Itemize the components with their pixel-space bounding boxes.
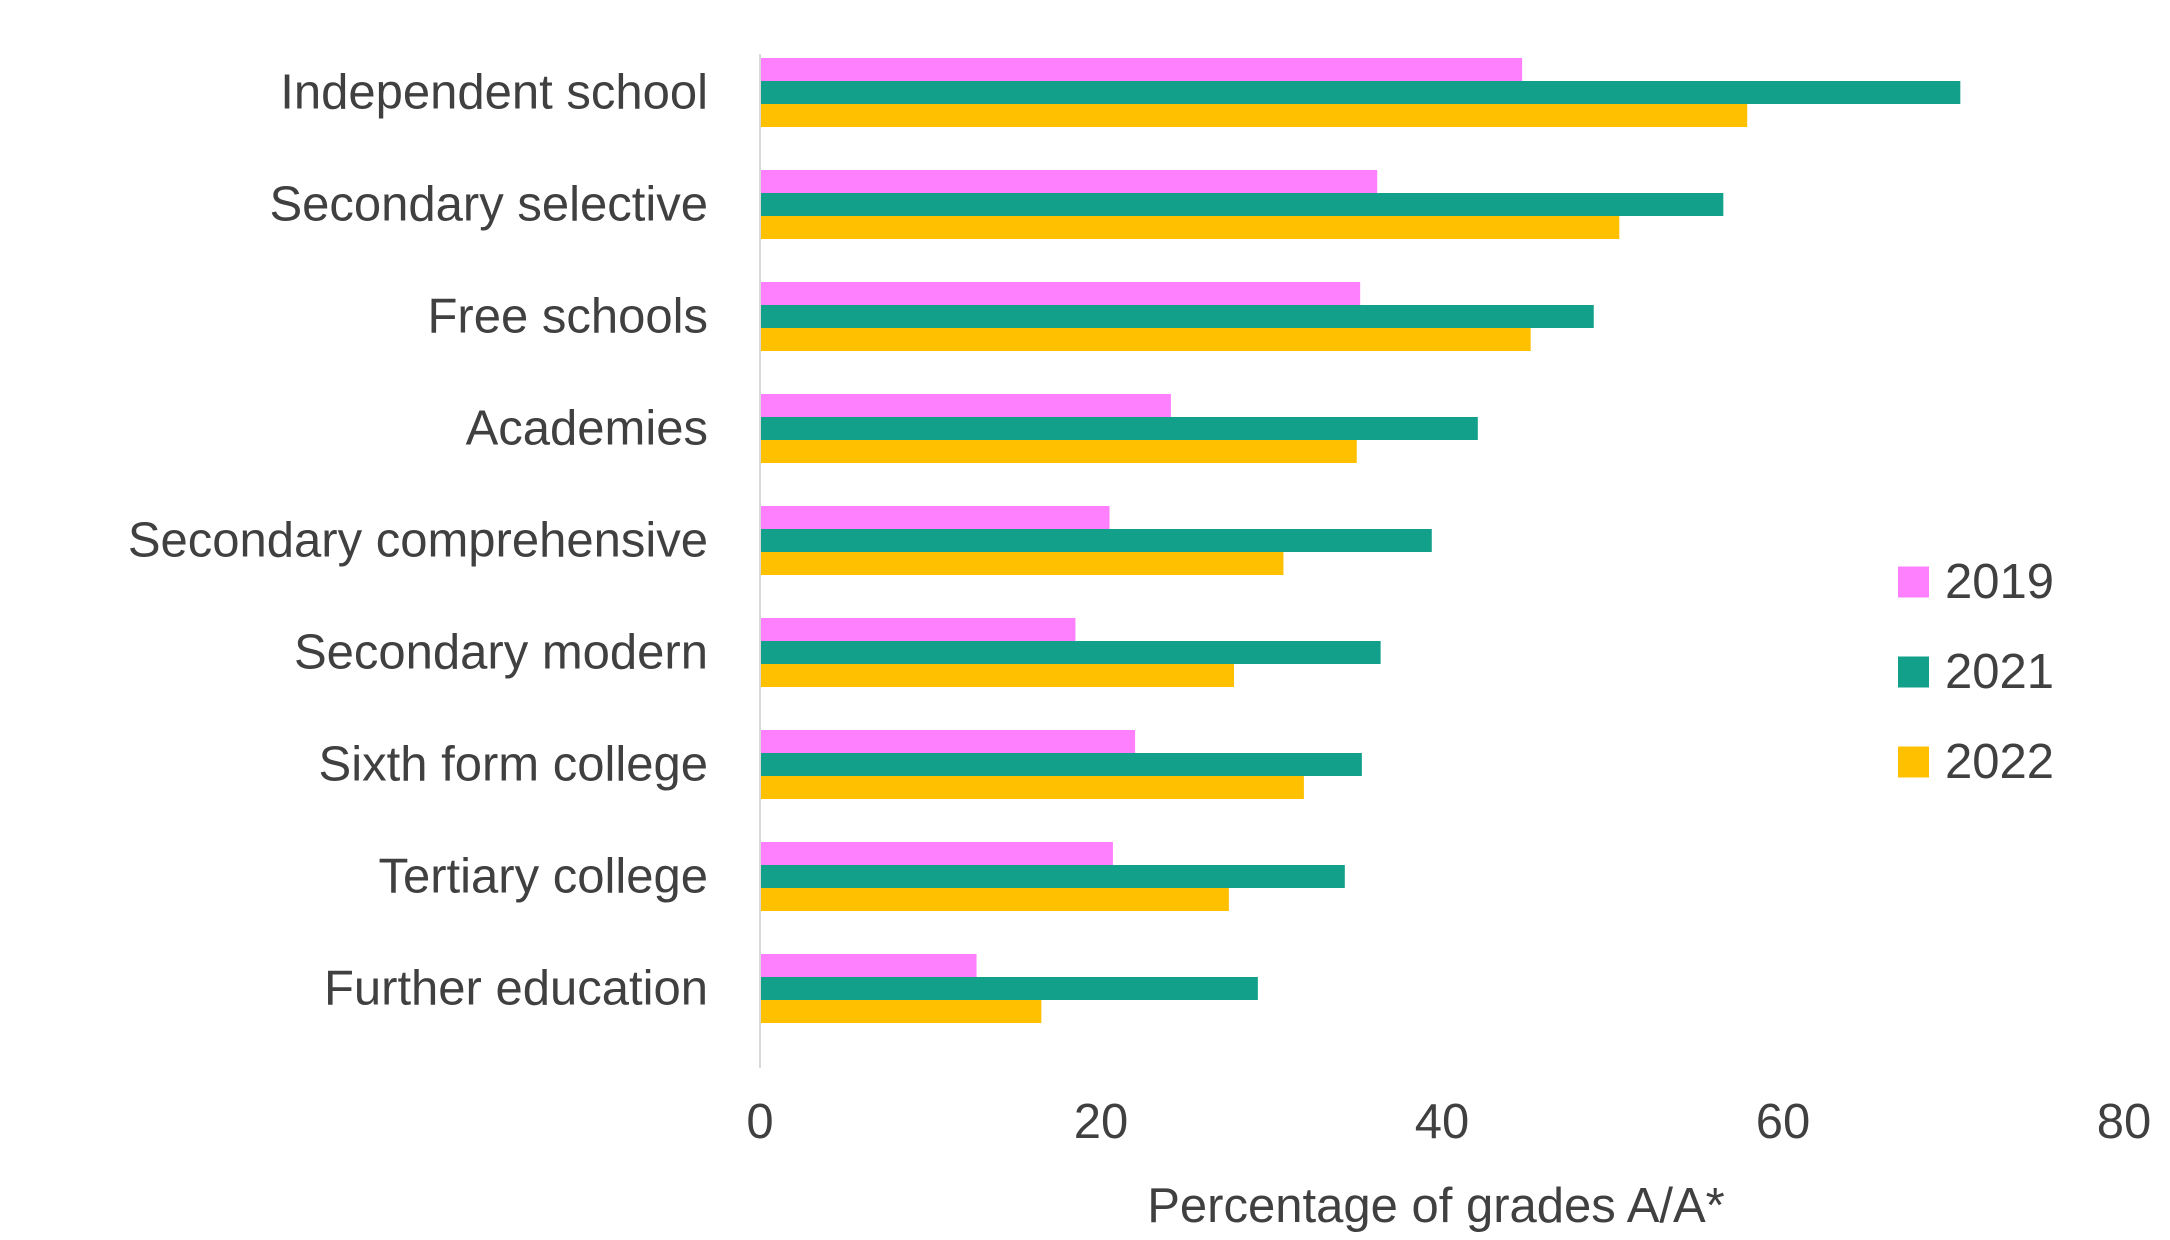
bar-2021: [760, 81, 1961, 104]
bar-2022: [760, 1000, 1042, 1023]
legend-label: 2021: [1945, 645, 2054, 699]
x-tick-label: 0: [746, 1095, 773, 1149]
bar-2021: [760, 305, 1594, 328]
category-label: Free schools: [427, 290, 708, 344]
bars-layer: [760, 58, 1961, 1023]
x-tick-label: 60: [1756, 1095, 1811, 1149]
bar-2021: [760, 641, 1381, 664]
bar-2021: [760, 529, 1432, 552]
bar-2019: [760, 58, 1523, 81]
x-axis-title: Percentage of grades A/A*: [1147, 1179, 1725, 1233]
category-label: Tertiary college: [378, 850, 708, 904]
bar-2021: [760, 865, 1345, 888]
legend: 2019 2021 2022: [1898, 555, 2054, 789]
bar-2019: [760, 282, 1361, 305]
category-label: Secondary selective: [269, 178, 708, 232]
category-label: Academies: [466, 402, 708, 456]
bar-2022: [760, 104, 1748, 127]
bar-2019: [760, 618, 1076, 641]
legend-swatch-2021: [1898, 656, 1929, 688]
legend-label: 2019: [1945, 555, 2054, 609]
x-tick-label: 40: [1415, 1095, 1470, 1149]
bar-2022: [760, 664, 1234, 687]
bar-2022: [760, 552, 1284, 575]
legend-swatch-2019: [1898, 566, 1929, 598]
bar-2022: [760, 216, 1620, 239]
x-tick-label: 20: [1074, 1095, 1129, 1149]
bar-2022: [760, 888, 1229, 911]
bar-2022: [760, 328, 1531, 351]
bar-2019: [760, 170, 1378, 193]
category-label: Sixth form college: [319, 738, 708, 792]
bar-2019: [760, 506, 1110, 529]
category-labels: Independent school Secondary selective Fre…: [128, 66, 708, 1016]
category-label: Secondary modern: [294, 626, 708, 680]
category-label: Independent school: [280, 66, 708, 120]
legend-swatch-2022: [1898, 746, 1929, 778]
category-label: Further education: [324, 962, 708, 1016]
bar-2019: [760, 730, 1136, 753]
bar-2021: [760, 753, 1362, 776]
bar-2021: [760, 417, 1478, 440]
bar-2019: [760, 842, 1113, 865]
x-tick-label: 80: [2097, 1095, 2152, 1149]
bar-2022: [760, 776, 1304, 799]
bar-2021: [760, 977, 1258, 1000]
category-label: Secondary comprehensive: [128, 514, 708, 568]
bar-2021: [760, 193, 1724, 216]
x-tick-labels: 0 20 40 60 80: [746, 1095, 2151, 1149]
legend-label: 2022: [1945, 735, 2054, 789]
bar-2022: [760, 440, 1357, 463]
bar-2019: [760, 394, 1171, 417]
bar-2019: [760, 954, 977, 977]
